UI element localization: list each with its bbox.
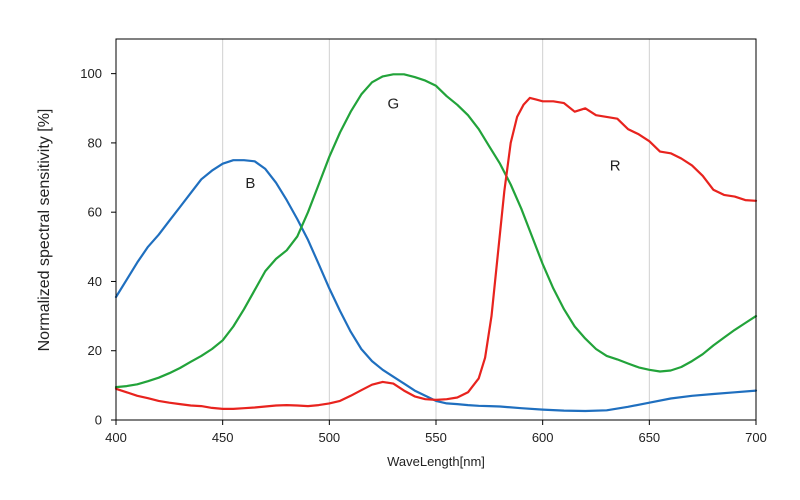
- x-axis-label: WaveLength[nm]: [387, 454, 485, 469]
- x-tick-label-700: 700: [745, 430, 767, 445]
- series-layer: [114, 73, 758, 413]
- y-tick-label-80: 80: [88, 135, 102, 150]
- y-tick-label-20: 20: [88, 343, 102, 358]
- series-label-G: G: [387, 95, 399, 112]
- x-tick-label-450: 450: [212, 430, 234, 445]
- y-tick-label-40: 40: [88, 274, 102, 289]
- tick-layer: 400 450 500 550 600 650 700 0 20 40 60 80 100: [80, 66, 767, 445]
- y-tick-label-100: 100: [80, 66, 102, 81]
- series-line-B: [114, 159, 758, 413]
- grid-layer: [222, 39, 650, 420]
- series-label-R: R: [610, 158, 621, 175]
- x-tick-label-400: 400: [105, 430, 127, 445]
- series-line-G: [114, 73, 758, 389]
- x-tick-label-550: 550: [425, 430, 447, 445]
- x-tick-label-500: 500: [318, 430, 340, 445]
- series-label-B: B: [245, 175, 255, 192]
- x-tick-label-600: 600: [532, 430, 554, 445]
- y-tick-label-60: 60: [88, 205, 102, 220]
- series-label-layer: B G R: [245, 95, 620, 192]
- y-tick-label-0: 0: [95, 413, 102, 428]
- series-line-R: [114, 96, 758, 410]
- y-axis-label: Normalized spectral sensitivity [%]: [36, 109, 53, 352]
- x-tick-label-650: 650: [638, 430, 660, 445]
